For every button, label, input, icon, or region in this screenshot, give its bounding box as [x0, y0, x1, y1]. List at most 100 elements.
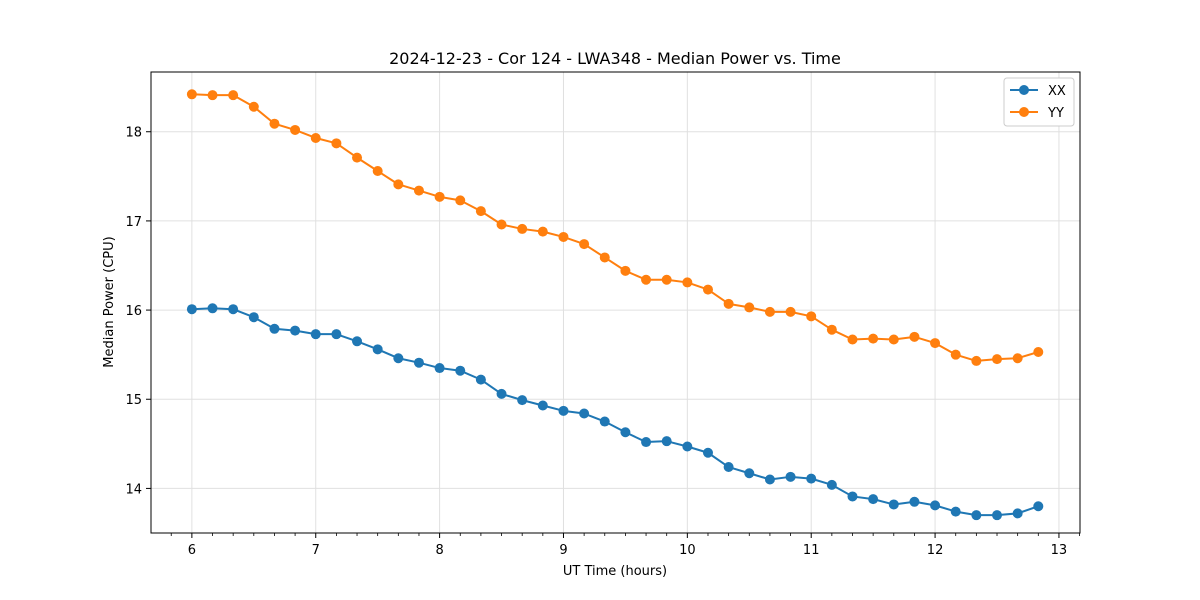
chart-title: 2024-12-23 - Cor 124 - LWA348 - Median P… — [389, 49, 841, 68]
series-yy-point — [682, 277, 693, 288]
series-yy-point — [248, 101, 259, 112]
series-yy-point — [475, 206, 486, 217]
series-yy-point — [228, 90, 239, 101]
series-xx-point — [826, 479, 837, 490]
series-xx-point — [1033, 501, 1044, 512]
series-xx-point — [517, 395, 528, 406]
series-xx-point — [228, 304, 239, 315]
series-xx-point — [579, 408, 590, 419]
series-xx-point — [434, 363, 445, 374]
series-yy-point — [1033, 346, 1044, 357]
series-yy-point — [764, 306, 775, 317]
x-tick-label: 13 — [1051, 543, 1068, 558]
series-yy-point — [641, 274, 652, 285]
x-tick-label: 8 — [435, 543, 443, 558]
series-yy-point — [455, 195, 466, 206]
series-yy-point — [207, 90, 218, 101]
y-tick-label: 18 — [125, 126, 142, 141]
series-yy-point — [517, 223, 528, 234]
legend-yy-marker — [1019, 107, 1029, 117]
series-xx-point — [599, 416, 610, 427]
series-yy-point — [826, 324, 837, 335]
series-xx-point — [930, 500, 941, 511]
series-yy-point — [909, 331, 920, 342]
series-xx-point — [413, 357, 424, 368]
series-xx-point — [207, 303, 218, 314]
series-xx-point — [290, 325, 301, 336]
legend: XX YY — [1003, 77, 1075, 127]
series-xx-point — [950, 506, 961, 517]
series-yy-point — [971, 355, 982, 366]
series-yy-point — [558, 231, 569, 242]
legend-xx-label: XX — [1048, 84, 1066, 99]
series-xx-point — [723, 462, 734, 473]
series-xx-point — [992, 510, 1003, 521]
series-yy-point — [599, 252, 610, 263]
series-xx-point — [248, 312, 259, 323]
y-tick-label: 17 — [125, 215, 142, 230]
series-xx-point — [537, 400, 548, 411]
series-yy-point — [620, 265, 631, 276]
plot-frame — [150, 71, 1081, 534]
x-tick-label: 6 — [188, 543, 196, 558]
series-yy-point — [950, 349, 961, 360]
series-yy-point — [930, 338, 941, 349]
y-axis-label: Median Power (CPU) — [102, 236, 117, 367]
series-xx-point — [475, 374, 486, 385]
x-tick-label: 10 — [679, 543, 696, 558]
series-yy-point — [290, 124, 301, 135]
series-yy-point — [888, 334, 899, 345]
series-xx-point — [806, 473, 817, 484]
series-xx-point — [496, 388, 507, 399]
series-xx-point — [558, 405, 569, 416]
series-layer — [186, 89, 1044, 521]
series-xx-point — [641, 437, 652, 448]
series-yy-point — [269, 118, 280, 129]
series-xx-point — [682, 441, 693, 452]
series-yy-point — [352, 152, 363, 163]
series-xx-point — [702, 447, 713, 458]
ticks: 6 7 8 9 10 11 12 13 14 15 16 17 18 — [125, 126, 1080, 558]
series-yy-point — [1012, 353, 1023, 364]
series-xx-point — [764, 474, 775, 485]
series-yy-point — [331, 138, 342, 149]
series-xx-point — [620, 427, 631, 438]
series-yy-point — [579, 239, 590, 250]
series-xx-point — [847, 491, 858, 502]
series-xx-point — [971, 510, 982, 521]
series-yy-point — [186, 89, 197, 100]
series-yy-point — [496, 219, 507, 230]
y-tick-label: 16 — [125, 304, 142, 319]
series-yy-point — [702, 284, 713, 295]
legend-xx-marker — [1019, 85, 1029, 95]
series-xx-point — [868, 494, 879, 505]
series-yy-point — [661, 274, 672, 285]
series-yy-point — [847, 334, 858, 345]
series-xx-point — [744, 468, 755, 479]
series-yy-point — [537, 226, 548, 237]
series-yy-point — [413, 185, 424, 196]
series-xx-point — [352, 336, 363, 347]
series-yy-point — [723, 298, 734, 309]
series-yy-point — [785, 306, 796, 317]
x-tick-label: 7 — [312, 543, 320, 558]
series-yy-point — [372, 165, 383, 176]
series-yy-point — [393, 179, 404, 190]
series-xx-point — [331, 329, 342, 340]
series-xx-point — [310, 329, 321, 340]
x-tick-label: 9 — [559, 543, 567, 558]
series-yy-point — [434, 191, 445, 202]
series-xx-point — [455, 365, 466, 376]
y-tick-label: 15 — [125, 393, 142, 408]
series-xx-point — [1012, 508, 1023, 519]
series-yy-point — [868, 333, 879, 344]
x-axis-label: UT Time (hours) — [563, 564, 667, 579]
series-yy-point — [992, 354, 1003, 365]
series-yy-point — [744, 302, 755, 313]
series-yy-point — [806, 311, 817, 322]
y-tick-label: 14 — [125, 482, 142, 497]
series-xx-point — [888, 499, 899, 510]
series-xx-point — [393, 353, 404, 364]
